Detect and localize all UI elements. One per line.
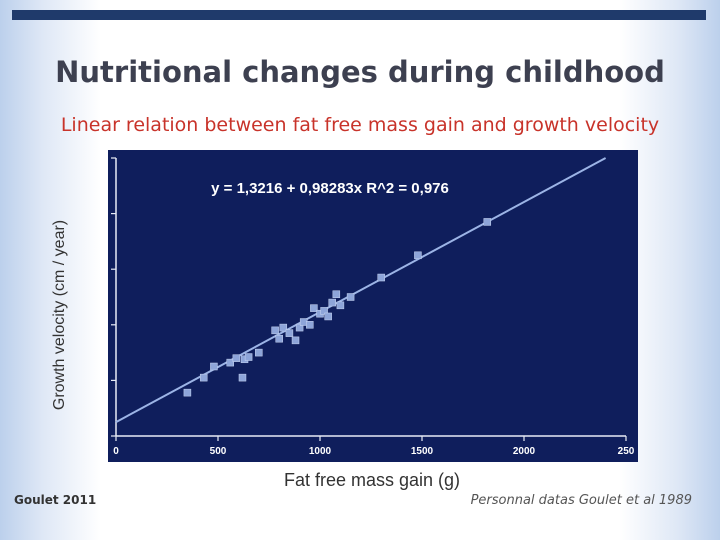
data-point	[226, 358, 234, 367]
data-point	[238, 373, 247, 382]
top-accent-bar	[12, 10, 706, 20]
y-tick-label: 1	[101, 376, 107, 387]
x-tick-label: 1000	[309, 446, 332, 457]
data-point	[183, 388, 192, 397]
data-point	[328, 298, 336, 307]
data-point	[232, 354, 241, 362]
data-point	[275, 334, 283, 343]
data-point	[336, 301, 345, 310]
y-tick-label: 5	[101, 154, 107, 165]
data-point	[285, 329, 294, 337]
data-point	[295, 323, 304, 332]
data-point	[346, 293, 355, 301]
data-point	[291, 336, 300, 345]
data-point	[310, 304, 318, 312]
data-point	[255, 348, 263, 357]
x-tick-label: 250	[618, 446, 635, 457]
data-point	[377, 273, 385, 282]
x-tick-label: 2000	[513, 446, 536, 457]
data-point	[244, 353, 253, 361]
data-point	[279, 323, 288, 332]
x-tick-label: 500	[210, 446, 227, 457]
data-point	[320, 307, 328, 315]
data-point	[199, 373, 208, 382]
slide-subtitle: Linear relation between fat free mass ga…	[60, 114, 660, 136]
y-tick-label: 3	[101, 265, 107, 276]
x-axis-label: Fat free mass gain (g)	[284, 470, 460, 490]
regression-equation-label: y = 1,3216 + 0,98283x R^2 = 0,976	[211, 180, 449, 197]
y-axis-label: Growth velocity (cm / year)	[51, 220, 68, 410]
x-tick-label: 0	[113, 446, 119, 457]
x-tick-label: 1500	[411, 446, 434, 457]
y-tick-label: 2	[101, 321, 107, 332]
data-point	[210, 362, 218, 371]
data-point	[483, 218, 492, 226]
data-point	[414, 251, 422, 260]
data-point	[306, 321, 314, 329]
regression-line	[115, 157, 607, 423]
slide-title: Nutritional changes during childhood	[55, 55, 665, 89]
data-point	[324, 312, 332, 321]
data-point	[271, 326, 279, 335]
y-tick-label: 4	[101, 210, 107, 221]
footer-credit: Goulet 2011	[14, 493, 97, 507]
y-tick-label: 0	[101, 432, 107, 443]
footer-source: Personnal datas Goulet et al 1989	[470, 493, 692, 508]
data-point	[332, 290, 341, 298]
plot-background	[108, 150, 638, 462]
